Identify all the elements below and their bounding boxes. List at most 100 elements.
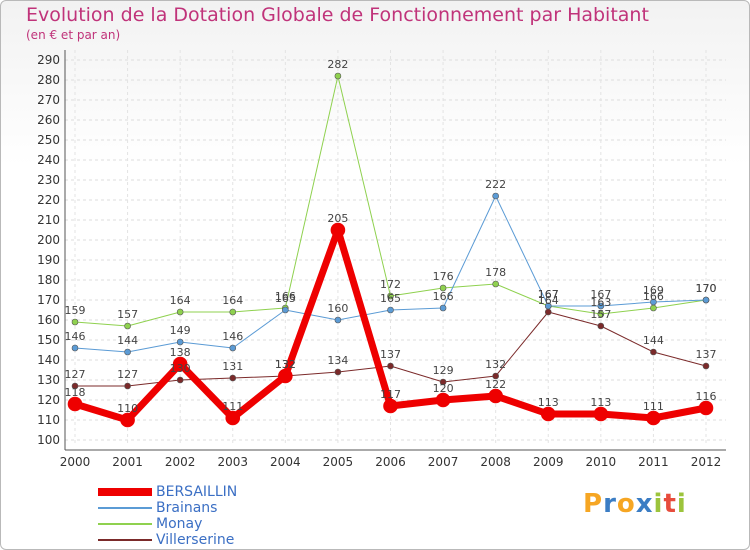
legend-item-bersaillin: BERSAILLIN xyxy=(98,484,237,500)
data-labels: 118 110 138 111 132 205 117 120 122 113 113 111 116 1… xyxy=(65,58,717,415)
data-label: 130 xyxy=(170,362,191,375)
y-tick-label: 140 xyxy=(37,353,60,367)
data-point xyxy=(597,322,605,330)
data-point xyxy=(387,292,394,300)
x-tick-label: 2010 xyxy=(586,455,617,469)
data-label: 163 xyxy=(590,296,611,309)
x-tick-label: 2000 xyxy=(60,455,91,469)
data-point xyxy=(71,318,79,326)
grid xyxy=(65,50,726,445)
data-label: 170 xyxy=(696,282,717,295)
legend-label: Brainans xyxy=(156,500,218,516)
data-label: 113 xyxy=(538,396,559,409)
data-label: 166 xyxy=(275,290,296,303)
y-tick-label: 110 xyxy=(37,413,60,427)
data-point xyxy=(176,376,184,384)
x-tick-label: 2006 xyxy=(375,455,406,469)
data-point xyxy=(120,412,135,428)
data-label: 127 xyxy=(117,368,138,381)
data-label: 146 xyxy=(222,330,243,343)
data-label: 113 xyxy=(590,396,611,409)
data-point xyxy=(544,308,552,316)
y-tick-label: 170 xyxy=(37,293,60,307)
data-point xyxy=(492,192,499,200)
data-point xyxy=(334,72,342,80)
y-tick-label: 290 xyxy=(37,53,60,67)
data-point xyxy=(439,304,447,312)
data-point xyxy=(229,374,237,382)
data-label: 134 xyxy=(327,354,348,367)
legend-swatch xyxy=(98,488,152,496)
legend-swatch xyxy=(98,539,152,541)
data-point xyxy=(650,298,657,306)
series-group xyxy=(67,72,714,428)
axes: 100 110 120 130 140 150 160 170 180 190 200 210 220 2… xyxy=(37,50,726,469)
data-point xyxy=(71,382,79,390)
data-point xyxy=(597,302,605,310)
legend-swatch xyxy=(98,507,152,509)
data-label: 146 xyxy=(65,330,86,343)
data-point xyxy=(702,362,710,370)
data-label: 110 xyxy=(117,402,138,415)
data-label: 149 xyxy=(170,324,191,337)
data-point xyxy=(124,322,131,330)
data-label: 118 xyxy=(65,386,86,399)
data-point xyxy=(334,368,342,376)
data-label: 132 xyxy=(275,358,296,371)
logo-letter: o xyxy=(616,489,636,519)
data-point xyxy=(124,382,131,390)
y-tick-label: 260 xyxy=(37,113,60,127)
data-label: 167 xyxy=(538,288,559,301)
y-tick-label: 230 xyxy=(37,173,60,187)
data-label: 132 xyxy=(485,358,506,371)
data-label: 137 xyxy=(696,348,717,361)
data-point xyxy=(492,280,499,288)
data-label: 205 xyxy=(327,212,348,225)
x-tick-label: 2007 xyxy=(428,455,459,469)
chart-title: Evolution de la Dotation Globale de Fonc… xyxy=(26,4,649,26)
data-label: 282 xyxy=(327,58,348,71)
logo-letter: i xyxy=(676,489,687,519)
data-label: 120 xyxy=(433,382,454,395)
data-label: 127 xyxy=(65,368,86,381)
data-point xyxy=(650,348,657,356)
proxiti-logo: Proxiti xyxy=(583,489,687,519)
x-tick-label: 2002 xyxy=(165,455,196,469)
data-point xyxy=(176,338,184,346)
data-label: 169 xyxy=(643,284,664,297)
data-label: 164 xyxy=(222,294,243,307)
chart-subtitle: (en € et par an) xyxy=(26,28,121,42)
data-point xyxy=(229,344,237,352)
data-label: 117 xyxy=(380,388,401,401)
data-point xyxy=(650,304,657,312)
data-point xyxy=(282,306,289,314)
data-point xyxy=(488,388,503,404)
data-point xyxy=(387,306,394,314)
legend-item-monay: Monay xyxy=(98,516,237,532)
logo-letter: i xyxy=(653,489,664,519)
data-label: 137 xyxy=(380,348,401,361)
data-label: 157 xyxy=(117,308,138,321)
data-point xyxy=(278,368,293,384)
y-tick-label: 160 xyxy=(37,313,60,327)
data-point xyxy=(698,400,714,416)
data-point xyxy=(225,410,241,426)
y-tick-label: 200 xyxy=(37,233,60,247)
data-point xyxy=(124,348,131,356)
x-tick-label: 2009 xyxy=(533,455,564,469)
legend-label: Villerserine xyxy=(156,532,235,548)
x-tick-label: 2008 xyxy=(480,455,511,469)
data-point xyxy=(67,396,83,412)
x-tick-label: 2012 xyxy=(691,455,722,469)
data-point xyxy=(176,308,184,316)
data-point xyxy=(593,406,609,422)
data-point xyxy=(172,356,188,372)
data-point xyxy=(383,398,398,414)
x-tick-label: 2004 xyxy=(270,455,301,469)
data-point xyxy=(330,222,346,238)
logo-letter: t xyxy=(663,489,677,519)
data-label: 166 xyxy=(433,290,454,303)
data-label: 116 xyxy=(696,390,717,403)
data-label: 222 xyxy=(485,178,506,191)
